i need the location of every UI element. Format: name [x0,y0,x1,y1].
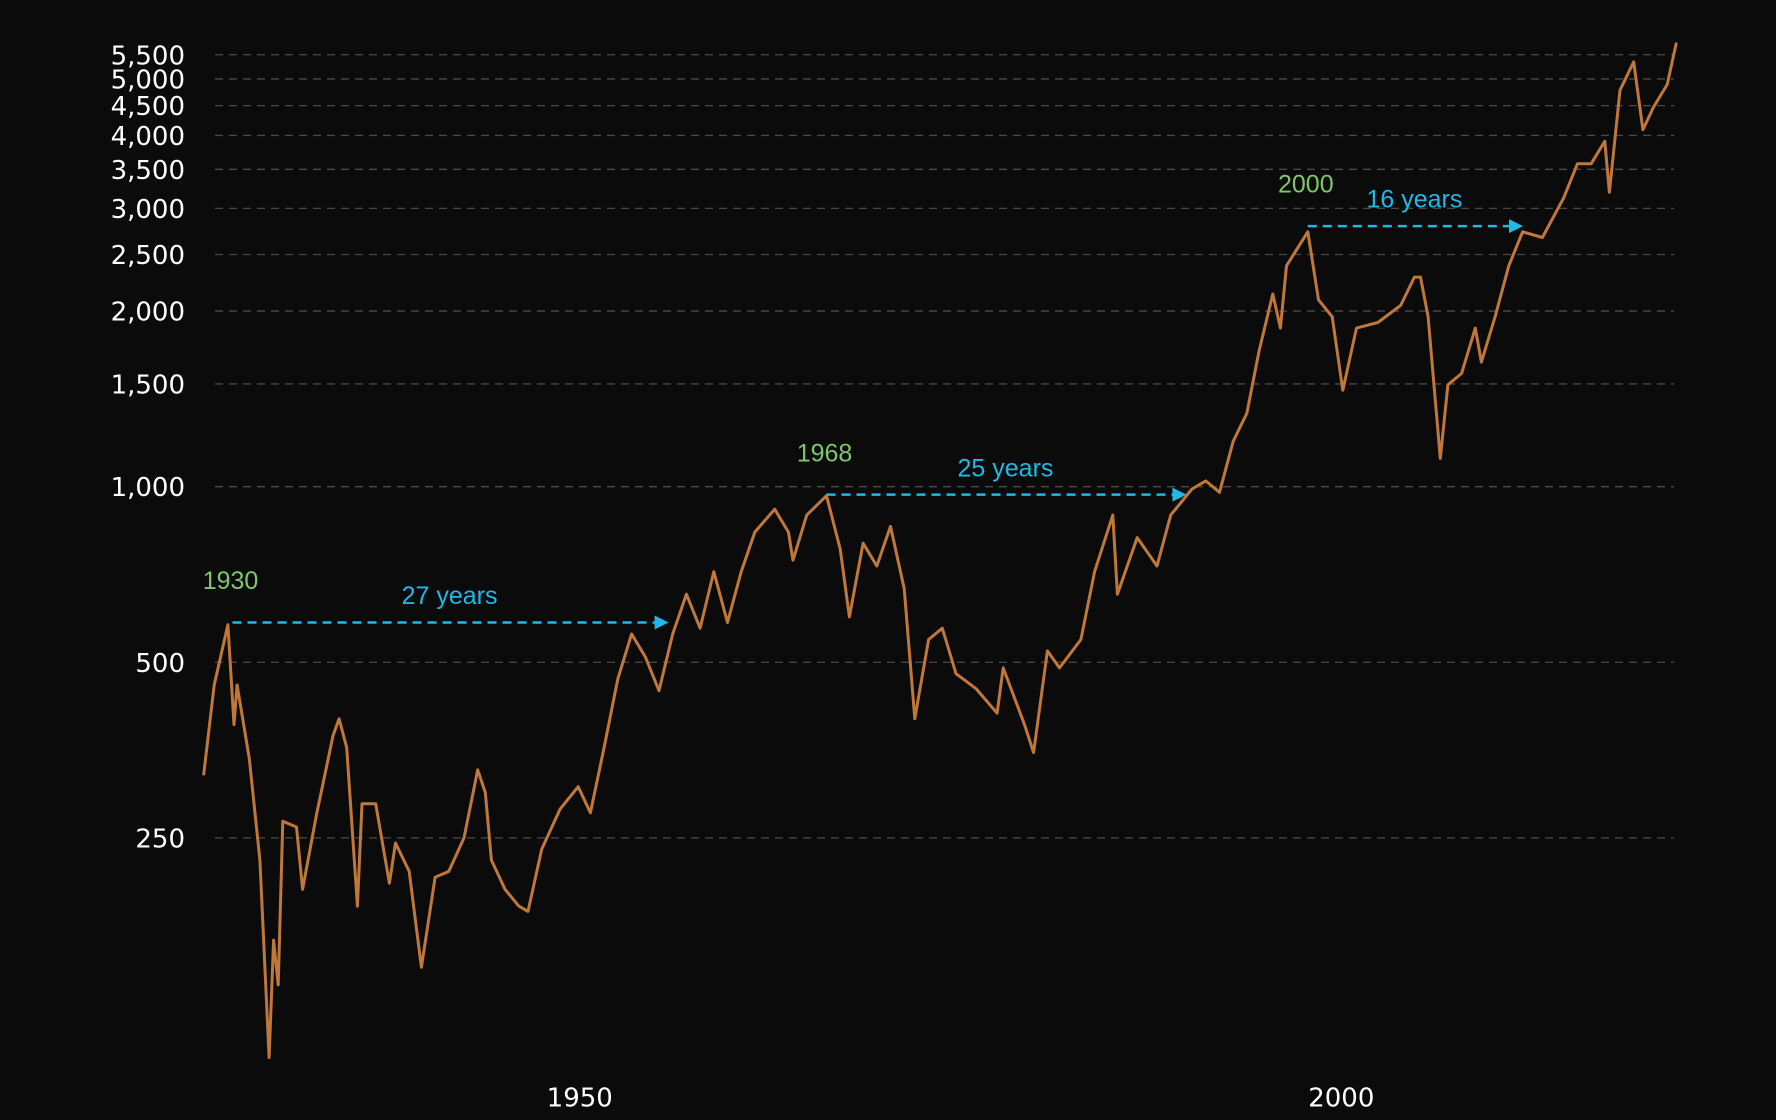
arrow-head [1172,487,1187,502]
y-tick-label: 2,000 [111,298,185,328]
y-tick-label: 4,000 [111,122,185,152]
y-tick-label: 250 [135,824,185,854]
price-line [202,42,1678,1060]
x-tick-label: 2000 [1308,1084,1374,1114]
x-tick-label: 1950 [547,1084,613,1114]
y-tick-label: 5,500 [111,41,185,71]
y-tick-label: 500 [135,649,185,679]
arrow-head [1509,219,1524,234]
y-tick-label: 1,000 [111,473,185,503]
y-tick-label: 1,500 [111,370,185,400]
duration-label: 16 years [1366,186,1462,214]
duration-label: 25 years [958,454,1054,482]
arrow-head [654,615,669,630]
y-tick-label: 2,500 [111,241,185,271]
y-tick-label: 4,500 [111,92,185,122]
peak-year-label: 1930 [203,567,259,595]
y-tick-label: 3,500 [111,156,185,186]
peak-year-label: 1968 [797,439,853,467]
y-tick-label: 3,000 [111,195,185,225]
duration-label: 27 years [402,582,498,610]
y-tick-label: 5,000 [111,65,185,95]
peak-year-label: 2000 [1278,171,1334,199]
